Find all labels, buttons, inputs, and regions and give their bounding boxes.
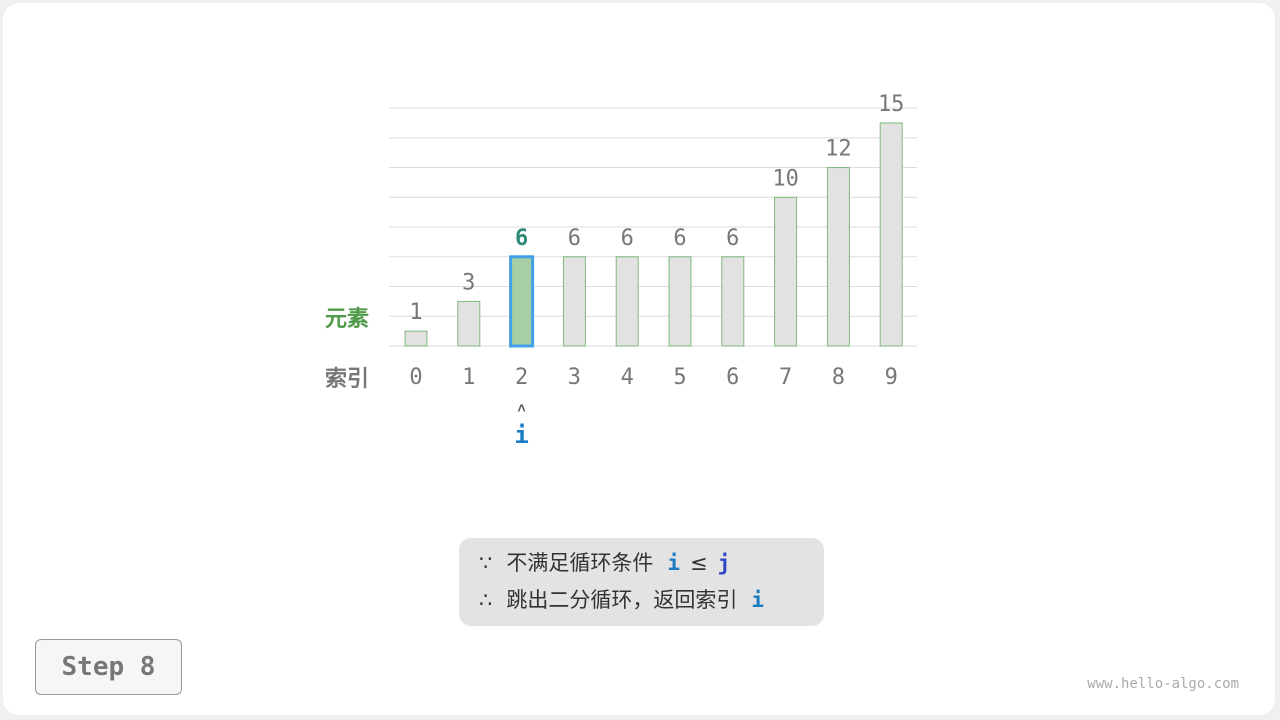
value-label: 6 xyxy=(726,226,739,251)
note-text: 跳出二分循环，返回索引 xyxy=(506,588,738,612)
index-label: 8 xyxy=(832,365,845,390)
bar xyxy=(509,255,535,348)
bar xyxy=(404,330,428,347)
value-label: 6 xyxy=(515,226,528,251)
value-label: 15 xyxy=(878,92,905,117)
index-label: 6 xyxy=(726,365,739,390)
value-label: 6 xyxy=(621,226,634,251)
bar xyxy=(615,256,639,347)
index-label: 7 xyxy=(779,365,792,390)
pointer-arrow-icon: ˄ xyxy=(517,401,525,417)
value-label: 1 xyxy=(409,300,422,325)
index-label: 5 xyxy=(673,365,686,390)
index-label: 9 xyxy=(885,365,898,390)
index-label: 4 xyxy=(621,365,634,390)
var-i: i xyxy=(667,551,681,575)
var-j: j xyxy=(717,551,731,575)
value-label: 3 xyxy=(462,270,475,295)
value-label: 12 xyxy=(825,137,852,162)
index-label: 0 xyxy=(409,365,422,390)
index-label: 2 xyxy=(515,365,528,390)
note-line-2: ∴ 跳出二分循环，返回索引 i xyxy=(479,585,774,615)
index-label: 1 xyxy=(462,365,475,390)
bar xyxy=(457,300,481,347)
index-row-label: 索引 xyxy=(325,367,370,392)
value-label: 6 xyxy=(673,226,686,251)
index-label: 3 xyxy=(568,365,581,390)
step-indicator: Step 8 xyxy=(35,639,182,695)
bar xyxy=(774,196,798,347)
value-label: 10 xyxy=(772,166,799,191)
var-i: i xyxy=(751,588,765,612)
watermark: www.hello-algo.com xyxy=(1087,676,1239,692)
because-symbol: ∵ xyxy=(479,551,493,575)
value-label: 6 xyxy=(568,226,581,251)
bar xyxy=(826,167,850,347)
bar xyxy=(879,122,903,347)
therefore-symbol: ∴ xyxy=(479,588,493,612)
bar xyxy=(668,256,692,347)
bar xyxy=(721,256,745,347)
element-row-label: 元素 xyxy=(325,307,370,332)
note-line-1: ∵ 不满足循环条件 i ≤ j xyxy=(479,548,740,578)
explanation-box: ∵ 不满足循环条件 i ≤ j ∴ 跳出二分循环，返回索引 i xyxy=(459,538,824,626)
operator: ≤ xyxy=(690,551,708,575)
note-text: 不满足循环条件 xyxy=(506,551,654,575)
bar xyxy=(562,256,586,347)
pointer-i: i xyxy=(514,421,528,449)
